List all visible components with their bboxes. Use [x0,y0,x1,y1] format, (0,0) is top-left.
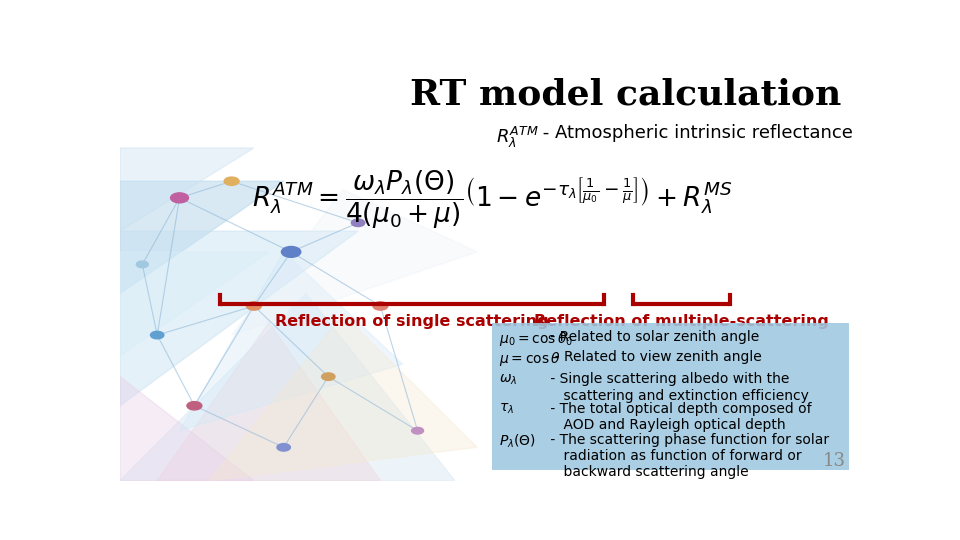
Text: $R_{\lambda}^{ATM}$: $R_{\lambda}^{ATM}$ [495,125,539,150]
Text: $P_{\lambda}(\Theta)$: $P_{\lambda}(\Theta)$ [499,433,537,450]
FancyBboxPatch shape [492,322,849,470]
Text: $\omega_{\lambda}$: $\omega_{\lambda}$ [499,373,517,387]
Polygon shape [120,294,455,481]
Text: - The total optical depth composed of
    AOD and Rayleigh optical depth: - The total optical depth composed of AO… [545,402,811,432]
Circle shape [151,332,164,339]
Text: 13: 13 [823,452,846,470]
Circle shape [412,427,423,434]
Circle shape [372,302,388,310]
Circle shape [224,177,239,185]
Circle shape [247,302,261,310]
Polygon shape [231,190,477,335]
Circle shape [136,261,148,268]
Text: $\mu = \cos\theta$: $\mu = \cos\theta$ [499,349,562,368]
Circle shape [187,402,202,410]
Text: $\tau_{\lambda}$: $\tau_{\lambda}$ [499,402,515,416]
Text: Reflection of single scattering: Reflection of single scattering [276,314,549,329]
Text: - Related to view zenith angle: - Related to view zenith angle [545,349,761,363]
Text: - Related to solar zenith angle: - Related to solar zenith angle [545,330,758,344]
Text: $\mu_0 = \cos\theta_0$: $\mu_0 = \cos\theta_0$ [499,330,574,348]
Text: - Single scattering albedo with the
    scattering and extinction efficiency: - Single scattering albedo with the scat… [545,373,808,403]
Text: - The scattering phase function for solar
    radiation as function of forward o: - The scattering phase function for sola… [545,433,828,479]
Circle shape [281,246,300,258]
Polygon shape [209,314,477,481]
Polygon shape [157,322,380,481]
Circle shape [277,443,290,451]
Text: RT model calculation: RT model calculation [410,77,842,111]
Text: - Atmospheric intrinsic reflectance: - Atmospheric intrinsic reflectance [537,124,852,142]
Polygon shape [120,252,269,356]
Polygon shape [120,148,253,231]
Text: $R_{\lambda}^{ATM} = \dfrac{\omega_{\lambda}P_{\lambda}(\Theta)}{4(\mu_0 + \mu)}: $R_{\lambda}^{ATM} = \dfrac{\omega_{\lam… [252,168,732,232]
Polygon shape [180,252,403,431]
Text: Reflection of multiple-scattering: Reflection of multiple-scattering [535,314,829,329]
Polygon shape [120,377,253,481]
Polygon shape [120,231,358,406]
Circle shape [351,219,365,227]
Circle shape [171,193,188,203]
Circle shape [322,373,335,380]
Polygon shape [120,181,284,294]
